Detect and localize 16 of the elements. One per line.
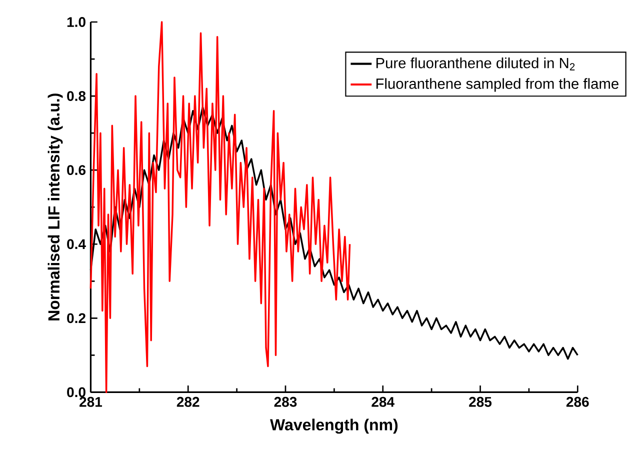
legend-label: Pure fluoranthene diluted in N$_{2}$: [376, 57, 575, 70]
y-tick-label: 0.8: [67, 90, 86, 101]
x-axis-title: Wavelength (nm): [270, 418, 398, 434]
x-tick-label: 286: [566, 396, 589, 407]
x-tick-label: 284: [372, 396, 394, 407]
x-tick-label: 281: [80, 396, 102, 407]
x-tick-label: 285: [469, 396, 492, 407]
y-tick-label: 0.4: [67, 239, 86, 249]
x-tick-label: 282: [176, 396, 200, 407]
y-tick-label: 1.0: [67, 16, 86, 27]
x-tick-label: 283: [274, 396, 297, 407]
y-tick-label: 0.2: [67, 313, 86, 324]
y-axis-title: Normalised LIF intensity (a.u.): [48, 93, 63, 320]
y-tick-label: 0.6: [67, 165, 86, 175]
y-tick-label: 0.0: [67, 387, 86, 398]
legend-label: Fluoranthene sampled from the flame: [376, 78, 618, 92]
